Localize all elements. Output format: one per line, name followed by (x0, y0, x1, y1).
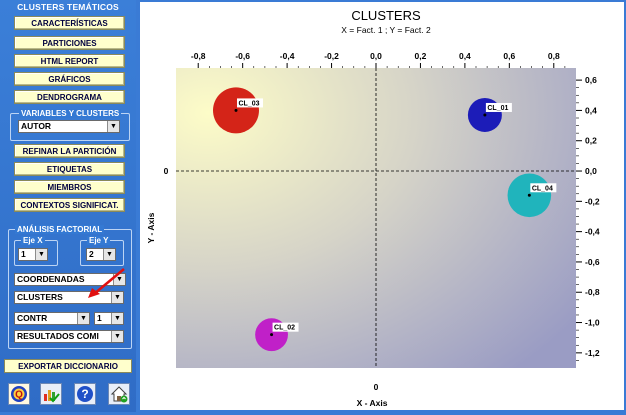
x-tick-label: 0,0 (370, 51, 382, 61)
cluster-label: CL_01 (487, 105, 508, 112)
cluster-center-dot (234, 108, 238, 112)
x-tick-label: -0,4 (280, 51, 295, 61)
variables-group: VARIABLES Y CLUSTERS (10, 109, 130, 141)
contr-number-select[interactable]: 1 ▼ (94, 312, 124, 325)
exportar-diccionario-button[interactable]: EXPORTAR DICCIONARIO (4, 359, 132, 373)
chevron-down-icon[interactable]: ▼ (111, 331, 123, 342)
home-icon (110, 386, 128, 403)
eje-x-value: 1 (21, 249, 26, 259)
y-tick-label: -1,0 (585, 318, 600, 328)
sidebar: CLUSTERS TEMÁTICOS CARACTERÍSTICAS PARTI… (0, 0, 136, 412)
svg-text:?: ? (81, 387, 88, 401)
eje-x-label: Eje X (21, 236, 45, 245)
coordenadas-value: COORDENADAS (17, 274, 85, 284)
dendrograma-button[interactable]: DENDROGRAMA (14, 90, 125, 104)
chart-check-icon (44, 390, 60, 403)
q-logo-button[interactable]: Q (8, 383, 30, 405)
x-axis-label: X - Axis (357, 398, 388, 408)
x-tick-label: 0,6 (503, 51, 515, 61)
eje-x-select[interactable]: 1 ▼ (18, 248, 48, 261)
contr-select[interactable]: CONTR ▼ (14, 312, 90, 325)
cluster-label: CL_04 (532, 185, 553, 192)
y-tick-label: -0,6 (585, 257, 600, 267)
y-tick-label: 0,6 (585, 75, 597, 85)
resultados-value: RESULTADOS COMI (17, 331, 99, 341)
cluster-center-dot (483, 113, 487, 117)
x-tick-label: 0,2 (415, 51, 427, 61)
chevron-down-icon[interactable]: ▼ (113, 274, 125, 285)
home-button[interactable] (108, 383, 130, 405)
cluster-label-box (530, 183, 557, 193)
chart-panel: CLUSTERS X = Fact. 1 ; Y = Fact. 2 -0,8 -… (140, 2, 624, 410)
chevron-down-icon[interactable]: ▼ (103, 249, 115, 260)
x-tick-label: 0,8 (548, 51, 560, 61)
x-tick-label: -0,2 (324, 51, 339, 61)
particiones-button[interactable]: PARTICIONES (14, 36, 125, 50)
chevron-down-icon[interactable]: ▼ (111, 313, 123, 324)
html-report-button[interactable]: HTML REPORT (14, 54, 125, 68)
contr-value: CONTR (17, 313, 48, 323)
refinar-particion-button[interactable]: REFINAR LA PARTICIÓN (14, 144, 125, 158)
y-tick-label: 0,0 (585, 166, 597, 176)
clusters-value: CLUSTERS (17, 292, 63, 302)
variables-select-value: AUTOR (21, 121, 52, 131)
cluster-center-dot (270, 333, 274, 337)
chart-title: CLUSTERS (351, 8, 421, 23)
cluster-label-box (237, 98, 263, 108)
graficos-button[interactable]: GRÁFICOS (14, 72, 125, 86)
factorial-group: ANÁLISIS FACTORIAL (8, 225, 132, 349)
chevron-down-icon[interactable]: ▼ (107, 121, 119, 132)
help-icon: ? (77, 386, 93, 402)
cluster-center-dot (527, 193, 531, 197)
svg-text:Q: Q (15, 390, 23, 401)
chevron-down-icon[interactable]: ▼ (111, 292, 123, 303)
eje-y-label: Eje Y (87, 236, 111, 245)
chart-subtitle: X = Fact. 1 ; Y = Fact. 2 (341, 25, 431, 35)
x-tick-label: 0,4 (459, 51, 471, 61)
y-tick-label: -0,2 (585, 196, 600, 206)
eje-x-group: Eje X (14, 236, 58, 266)
cluster-label-box (272, 322, 299, 332)
chevron-down-icon[interactable]: ▼ (35, 249, 47, 260)
y-tick-label: -0,8 (585, 287, 600, 297)
resultados-select[interactable]: RESULTADOS COMI ▼ (14, 330, 124, 343)
x-tick-label: -0,8 (191, 51, 206, 61)
caracteristicas-button[interactable]: CARACTERÍSTICAS (14, 16, 125, 30)
eje-y-value: 2 (89, 249, 94, 259)
chevron-down-icon[interactable]: ▼ (77, 313, 89, 324)
coordenadas-select[interactable]: COORDENADAS ▼ (14, 273, 126, 286)
x-zero-label: 0 (374, 382, 379, 392)
cluster-scatter-chart: CLUSTERS X = Fact. 1 ; Y = Fact. 2 -0,8 -… (146, 8, 600, 408)
contextos-button[interactable]: CONTEXTOS SIGNIFICAT. (14, 198, 125, 212)
factorial-group-label: ANÁLISIS FACTORIAL (15, 225, 105, 234)
section-title: CLUSTERS TEMÁTICOS (17, 2, 119, 12)
help-button[interactable]: ? (74, 383, 96, 405)
miembros-button[interactable]: MIEMBROS (14, 180, 125, 194)
cluster-label-box (485, 102, 512, 112)
y-tick-label: 0,4 (585, 105, 597, 115)
eje-y-select[interactable]: 2 ▼ (86, 248, 116, 261)
variables-group-label: VARIABLES Y CLUSTERS (19, 109, 122, 118)
x-tick-label: -0,6 (235, 51, 250, 61)
red-arrow-icon (88, 268, 125, 298)
y-axis-label: Y - Axis (146, 212, 156, 243)
eje-y-group: Eje Y (80, 236, 124, 266)
chart-check-button[interactable] (40, 383, 62, 405)
contr-number-value: 1 (97, 313, 102, 323)
etiquetas-button[interactable]: ETIQUETAS (14, 162, 125, 176)
y-tick-label: 0,2 (585, 136, 597, 146)
y-tick-label: -0,4 (585, 227, 600, 237)
variables-select[interactable]: AUTOR ▼ (18, 120, 120, 133)
q-logo-icon: Q (11, 386, 27, 402)
cluster-label: CL_03 (239, 100, 260, 107)
y-tick-label: -1,2 (585, 348, 600, 358)
cluster-label: CL_02 (274, 325, 295, 332)
y-zero-label: 0 (164, 166, 169, 176)
